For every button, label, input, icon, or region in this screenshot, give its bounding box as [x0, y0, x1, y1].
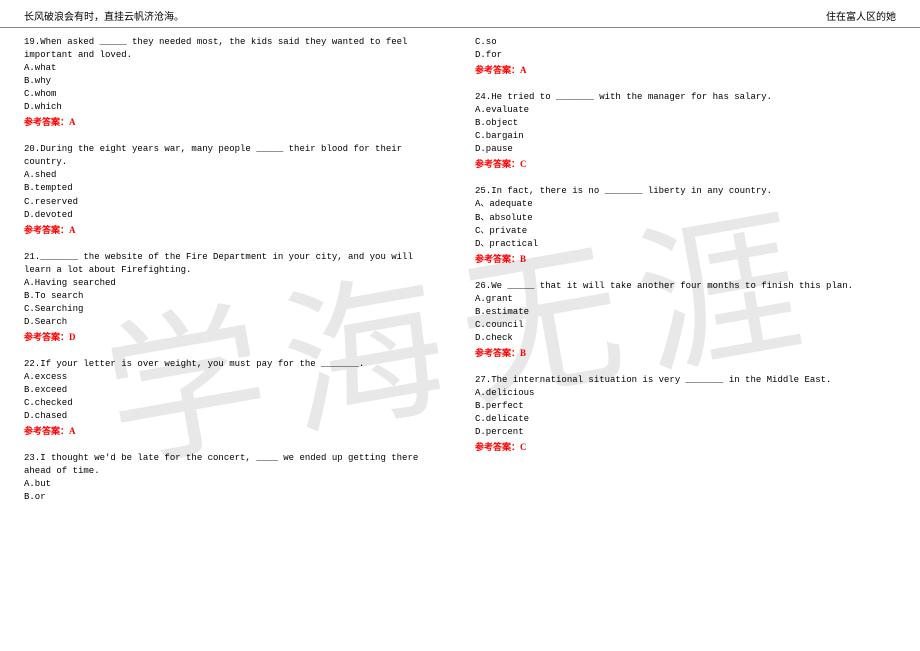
question-text: 22.If your letter is over weight, you mu…: [24, 358, 445, 371]
answer: 参考答案：A: [24, 116, 445, 129]
option: A.grant: [475, 293, 896, 306]
option: A.shed: [24, 169, 445, 182]
option: C.delicate: [475, 413, 896, 426]
question-21: 21._______ the website of the Fire Depar…: [24, 251, 445, 344]
option: D.pause: [475, 143, 896, 156]
option: C.checked: [24, 397, 445, 410]
question-text: 25.In fact, there is no _______ liberty …: [475, 185, 896, 198]
question-text: 26.We _____ that it will take another fo…: [475, 280, 896, 293]
question-text: 21._______ the website of the Fire Depar…: [24, 251, 445, 277]
answer: 参考答案：B: [475, 347, 896, 360]
option: D、practical: [475, 238, 896, 251]
answer: 参考答案：A: [24, 425, 445, 438]
answer: 参考答案：B: [475, 253, 896, 266]
answer: 参考答案：D: [24, 331, 445, 344]
option: D.check: [475, 332, 896, 345]
right-column: C.so D.for 参考答案：A 24.He tried to _______…: [475, 36, 896, 518]
content-area: 19.When asked _____ they needed most, th…: [0, 28, 920, 526]
option: D.which: [24, 101, 445, 114]
question-26: 26.We _____ that it will take another fo…: [475, 280, 896, 360]
question-23-continued: C.so D.for 参考答案：A: [475, 36, 896, 77]
option: B、absolute: [475, 212, 896, 225]
option: C.council: [475, 319, 896, 332]
question-text: 27.The international situation is very _…: [475, 374, 896, 387]
header-right: 住在富人区的她: [826, 8, 896, 23]
option: B.perfect: [475, 400, 896, 413]
option: C.whom: [24, 88, 445, 101]
question-25: 25.In fact, there is no _______ liberty …: [475, 185, 896, 265]
left-column: 19.When asked _____ they needed most, th…: [24, 36, 445, 518]
option: B.To search: [24, 290, 445, 303]
option: C.bargain: [475, 130, 896, 143]
option: B.tempted: [24, 182, 445, 195]
answer: 参考答案：A: [24, 224, 445, 237]
option: A.delicious: [475, 387, 896, 400]
option: B.or: [24, 491, 445, 504]
option: A.but: [24, 478, 445, 491]
question-22: 22.If your letter is over weight, you mu…: [24, 358, 445, 438]
option: C、private: [475, 225, 896, 238]
question-text: 24.He tried to _______ with the manager …: [475, 91, 896, 104]
option: B.why: [24, 75, 445, 88]
option: C.reserved: [24, 196, 445, 209]
question-27: 27.The international situation is very _…: [475, 374, 896, 454]
question-23: 23.I thought we'd be late for the concer…: [24, 452, 445, 504]
header-left: 长风破浪会有时，直挂云帆济沧海。: [24, 8, 184, 23]
option: D.for: [475, 49, 896, 62]
option: A.excess: [24, 371, 445, 384]
option: D.percent: [475, 426, 896, 439]
option: C.so: [475, 36, 896, 49]
option: B.estimate: [475, 306, 896, 319]
answer: 参考答案：A: [475, 64, 896, 77]
option: D.chased: [24, 410, 445, 423]
option: A.Having searched: [24, 277, 445, 290]
question-20: 20.During the eight years war, many peop…: [24, 143, 445, 236]
option: A.evaluate: [475, 104, 896, 117]
question-text: 20.During the eight years war, many peop…: [24, 143, 445, 169]
option: B.object: [475, 117, 896, 130]
option: B.exceed: [24, 384, 445, 397]
option: C.Searching: [24, 303, 445, 316]
option: A、adequate: [475, 198, 896, 211]
option: D.devoted: [24, 209, 445, 222]
question-24: 24.He tried to _______ with the manager …: [475, 91, 896, 171]
answer: 参考答案：C: [475, 441, 896, 454]
answer: 参考答案：C: [475, 158, 896, 171]
option: D.Search: [24, 316, 445, 329]
question-19: 19.When asked _____ they needed most, th…: [24, 36, 445, 129]
page-header: 长风破浪会有时，直挂云帆济沧海。 住在富人区的她: [0, 0, 920, 28]
question-text: 19.When asked _____ they needed most, th…: [24, 36, 445, 62]
option: A.what: [24, 62, 445, 75]
question-text: 23.I thought we'd be late for the concer…: [24, 452, 445, 478]
